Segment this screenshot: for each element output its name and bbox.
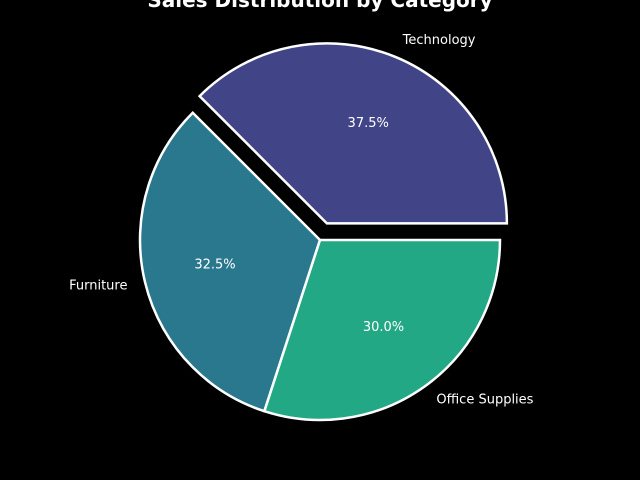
pie-labels: Technology 37.5% Furniture 32.5% Office Supp… [69,33,534,408]
pie-slice-furniture [138,110,322,413]
pie-slice-office-supplies [262,238,502,422]
chart-title: Sales Distribution by Category [147,0,492,12]
slice-label-furniture: Furniture [69,279,127,294]
pie-slices [138,42,509,422]
slice-label-technology: Technology [402,33,476,48]
slice-percent-furniture: 32.5% [194,258,235,273]
pie-slice-technology [197,42,509,225]
slice-percent-office-supplies: 30.0% [363,320,404,335]
slice-label-office-supplies: Office Supplies [436,393,533,408]
slice-percent-technology: 37.5% [348,116,389,131]
